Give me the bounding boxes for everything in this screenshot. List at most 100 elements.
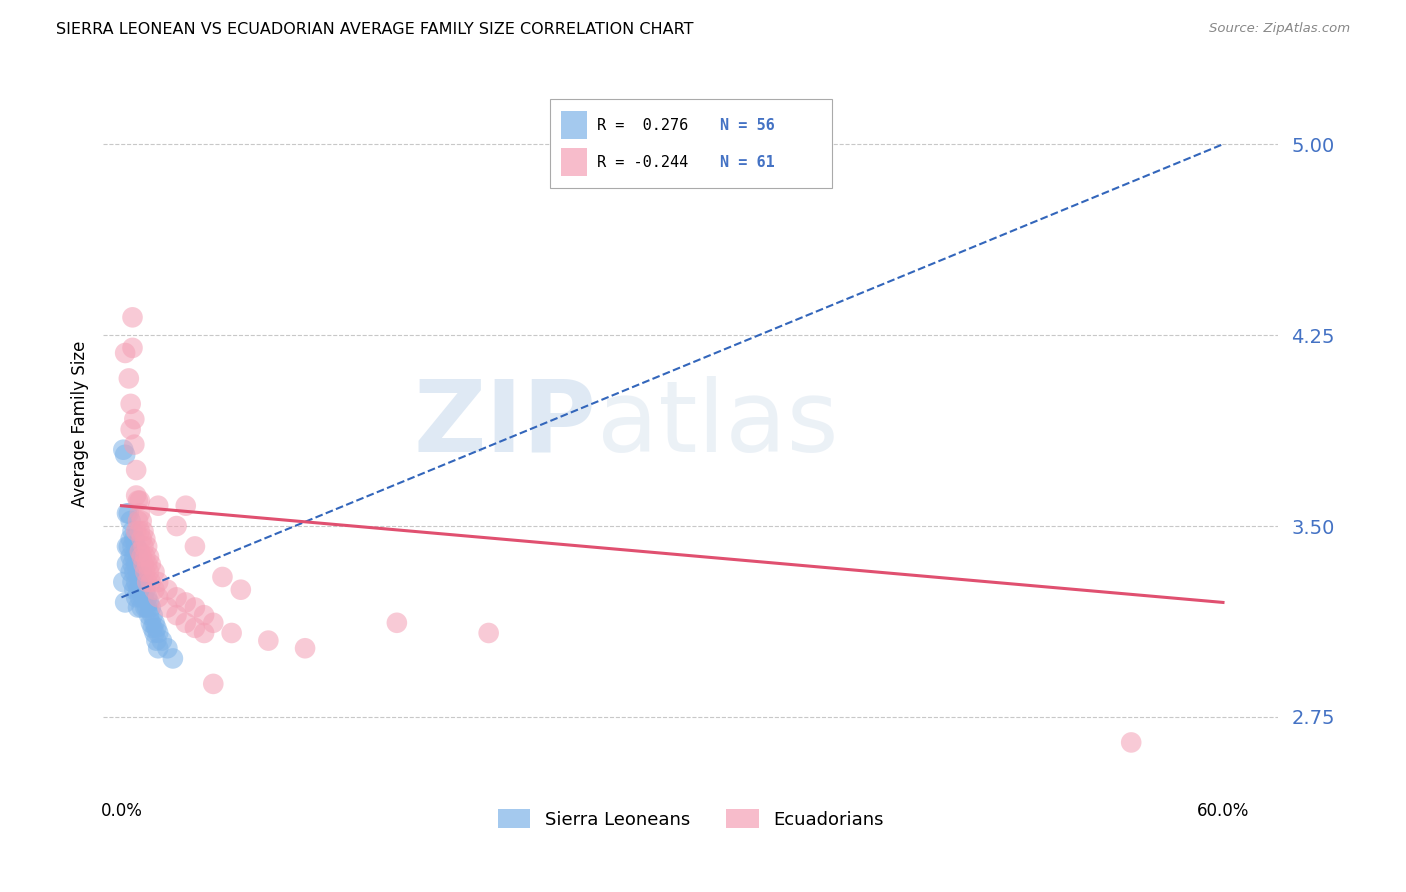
Legend: Sierra Leoneans, Ecuadorians: Sierra Leoneans, Ecuadorians bbox=[491, 802, 890, 836]
Point bbox=[112, 442, 135, 457]
Point bbox=[145, 633, 167, 648]
Point bbox=[174, 499, 197, 513]
Point bbox=[193, 608, 215, 623]
Text: R =  0.276: R = 0.276 bbox=[596, 118, 688, 133]
Point bbox=[131, 514, 153, 528]
Point bbox=[132, 575, 155, 590]
Point bbox=[112, 575, 135, 590]
Point bbox=[145, 621, 167, 635]
Point bbox=[134, 532, 156, 546]
Point bbox=[127, 582, 149, 597]
Point bbox=[128, 493, 150, 508]
Text: Source: ZipAtlas.com: Source: ZipAtlas.com bbox=[1209, 22, 1350, 36]
Point bbox=[257, 633, 280, 648]
Point bbox=[124, 582, 146, 597]
Point bbox=[184, 621, 207, 635]
Point bbox=[115, 506, 138, 520]
Point bbox=[121, 341, 143, 355]
Point bbox=[139, 600, 162, 615]
Point bbox=[125, 489, 148, 503]
Point bbox=[128, 544, 150, 558]
Point bbox=[114, 346, 136, 360]
Point bbox=[120, 565, 142, 579]
Point bbox=[131, 532, 153, 546]
Point bbox=[143, 626, 166, 640]
Point bbox=[139, 575, 162, 590]
Point bbox=[132, 591, 155, 605]
Point bbox=[120, 397, 142, 411]
Y-axis label: Average Family Size: Average Family Size bbox=[72, 341, 89, 508]
Point bbox=[136, 540, 159, 554]
Point bbox=[148, 575, 170, 590]
Point bbox=[142, 621, 165, 635]
Point bbox=[156, 582, 179, 597]
Point bbox=[118, 506, 141, 520]
Point bbox=[114, 448, 136, 462]
Point bbox=[166, 519, 188, 533]
Point bbox=[142, 608, 165, 623]
Point bbox=[121, 524, 143, 538]
Point bbox=[148, 641, 170, 656]
Point bbox=[139, 558, 162, 572]
Point bbox=[139, 615, 162, 630]
Point bbox=[131, 565, 153, 579]
Point bbox=[1121, 735, 1143, 749]
Point bbox=[148, 626, 170, 640]
Point bbox=[166, 591, 188, 605]
Point bbox=[128, 524, 150, 538]
Point bbox=[166, 608, 188, 623]
Point bbox=[193, 626, 215, 640]
Text: R = -0.244: R = -0.244 bbox=[596, 154, 688, 169]
Point bbox=[134, 549, 156, 564]
Point bbox=[211, 570, 233, 584]
Point bbox=[131, 582, 153, 597]
Point bbox=[124, 532, 146, 546]
Point bbox=[115, 558, 138, 572]
Point bbox=[127, 600, 149, 615]
Point bbox=[125, 591, 148, 605]
Point bbox=[121, 540, 143, 554]
Point bbox=[184, 540, 207, 554]
Point bbox=[125, 463, 148, 477]
Point bbox=[120, 549, 142, 564]
Point bbox=[148, 499, 170, 513]
Point bbox=[136, 575, 159, 590]
Point bbox=[125, 575, 148, 590]
Point bbox=[138, 549, 160, 564]
Point bbox=[125, 558, 148, 572]
Point bbox=[128, 558, 150, 572]
Point bbox=[143, 582, 166, 597]
Point bbox=[148, 591, 170, 605]
Point bbox=[128, 575, 150, 590]
Point bbox=[121, 558, 143, 572]
Point bbox=[124, 565, 146, 579]
Point bbox=[136, 558, 159, 572]
FancyBboxPatch shape bbox=[550, 99, 831, 188]
Point bbox=[115, 540, 138, 554]
Point bbox=[202, 677, 225, 691]
Point bbox=[120, 532, 142, 546]
Point bbox=[134, 565, 156, 579]
Point bbox=[124, 549, 146, 564]
FancyBboxPatch shape bbox=[561, 148, 588, 177]
Point bbox=[132, 540, 155, 554]
Point bbox=[134, 582, 156, 597]
Point bbox=[125, 540, 148, 554]
Point bbox=[132, 558, 155, 572]
Point bbox=[156, 641, 179, 656]
Point bbox=[118, 540, 141, 554]
Point bbox=[128, 591, 150, 605]
Point bbox=[120, 422, 142, 436]
Text: N = 61: N = 61 bbox=[720, 154, 775, 169]
Point bbox=[221, 626, 243, 640]
Point bbox=[162, 651, 184, 665]
Point bbox=[124, 412, 146, 426]
Point bbox=[128, 506, 150, 520]
Point bbox=[120, 514, 142, 528]
Point bbox=[131, 600, 153, 615]
Point bbox=[156, 600, 179, 615]
Point bbox=[229, 582, 252, 597]
Point bbox=[184, 600, 207, 615]
Point bbox=[138, 595, 160, 609]
Point bbox=[118, 371, 141, 385]
